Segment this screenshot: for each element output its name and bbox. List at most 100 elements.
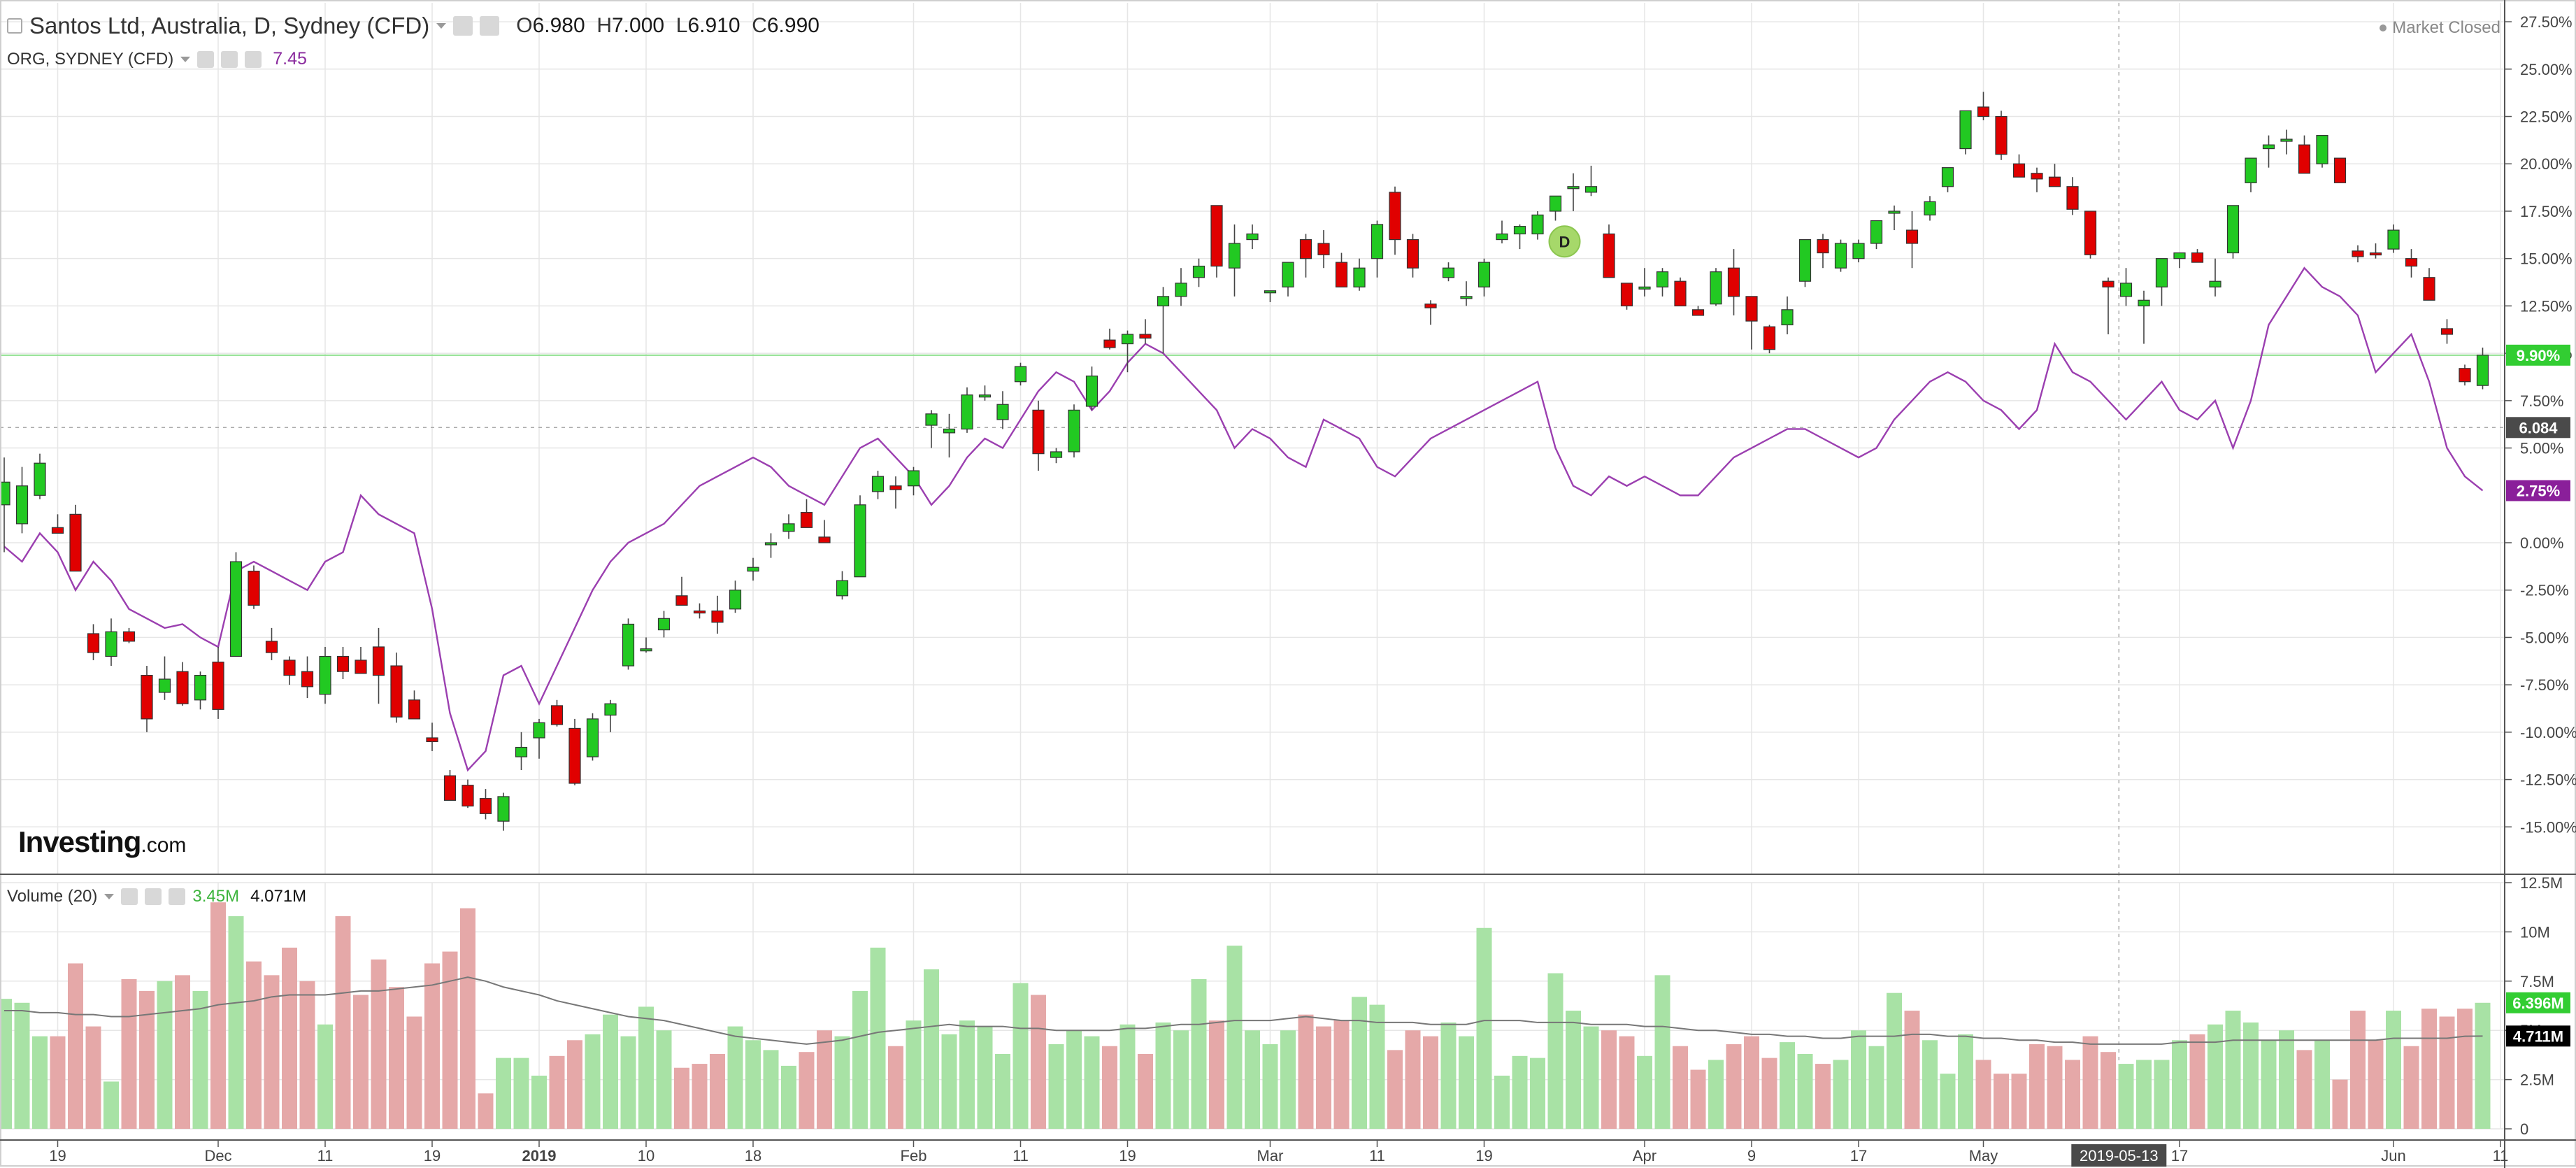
eye-icon[interactable] bbox=[453, 16, 473, 36]
candle bbox=[2155, 258, 2168, 306]
y-tick-label: 15.00% bbox=[2520, 250, 2573, 268]
candle-body bbox=[426, 737, 438, 742]
gear-icon[interactable] bbox=[221, 50, 238, 68]
volume-bar bbox=[2457, 1009, 2473, 1129]
candle-body bbox=[229, 561, 243, 657]
volume-bar bbox=[2296, 1050, 2312, 1129]
candle-body bbox=[2066, 186, 2079, 210]
ohlc-low-value: 6.910 bbox=[687, 14, 740, 37]
volume-bar bbox=[1922, 1040, 1938, 1129]
candle-body bbox=[176, 671, 189, 704]
candle bbox=[2048, 164, 2061, 187]
candle bbox=[2245, 157, 2257, 192]
v-tick-label: 7.5M bbox=[2520, 973, 2554, 990]
event-marker-label: D bbox=[1559, 233, 1570, 250]
ohlc-high-key: H bbox=[596, 14, 612, 37]
volume-bar bbox=[745, 1040, 761, 1129]
eye-icon[interactable] bbox=[121, 888, 138, 905]
candle bbox=[1139, 319, 1152, 344]
volume-bar bbox=[1316, 1026, 1331, 1129]
volume-label[interactable]: Volume (20) bbox=[7, 887, 98, 906]
volume-bar bbox=[2172, 1040, 2187, 1129]
x-tick-label: 17 bbox=[1850, 1147, 1867, 1165]
candle bbox=[141, 666, 153, 732]
candle-body bbox=[2440, 328, 2454, 335]
candle bbox=[1085, 366, 1099, 411]
candle bbox=[586, 713, 599, 761]
x-tick-label: 11 bbox=[317, 1147, 334, 1165]
volume-bar bbox=[1280, 1030, 1296, 1129]
candle-body bbox=[1477, 262, 1491, 287]
event-marker[interactable]: D bbox=[1548, 225, 1581, 258]
candle-body bbox=[2119, 283, 2133, 297]
volume-bar bbox=[1673, 1046, 1688, 1129]
candle-body bbox=[1353, 267, 1366, 287]
volume-bar bbox=[727, 1026, 743, 1129]
close-icon[interactable] bbox=[169, 888, 186, 905]
y-tick-label: 5.00% bbox=[2520, 440, 2563, 457]
candle-body bbox=[1745, 296, 1758, 322]
chevron-down-icon[interactable] bbox=[104, 894, 115, 899]
candle bbox=[336, 646, 350, 680]
candle bbox=[1870, 220, 1883, 250]
candle-body bbox=[2423, 277, 2435, 301]
candle-body bbox=[657, 618, 671, 631]
volume-bar bbox=[2225, 1011, 2241, 1129]
volume-bar bbox=[799, 1052, 815, 1129]
candle-body bbox=[265, 641, 278, 653]
candle bbox=[1959, 110, 1972, 155]
candle bbox=[1924, 196, 1936, 221]
volume-bar bbox=[1262, 1044, 1278, 1129]
ohlc-open-key: O bbox=[516, 14, 533, 37]
candle bbox=[1674, 277, 1687, 306]
volume-bar bbox=[1601, 1030, 1617, 1129]
volume-bar bbox=[549, 1055, 565, 1129]
time-axis[interactable]: 19 Dec 11 19 2019 10 18 Feb 11 19 Mar 11 19 Apr 9 17 May… bbox=[49, 1140, 2508, 1165]
volume-bar bbox=[1726, 1044, 1742, 1129]
volume-bar bbox=[2332, 1079, 2348, 1129]
volume-bar bbox=[1583, 1026, 1599, 1129]
x-tick-label: 10 bbox=[638, 1147, 654, 1165]
candle-body bbox=[871, 476, 885, 492]
candle-body bbox=[1691, 309, 1705, 316]
ohlc-open-value: 6.980 bbox=[532, 14, 585, 37]
close-icon[interactable] bbox=[245, 50, 262, 68]
gear-icon[interactable] bbox=[145, 888, 162, 905]
volume-bar bbox=[2403, 1046, 2419, 1129]
candle bbox=[355, 646, 367, 674]
ohlc-close-key: C bbox=[752, 14, 767, 37]
volume-bar bbox=[870, 947, 886, 1129]
volume-bar bbox=[1761, 1057, 1777, 1129]
chevron-down-icon[interactable] bbox=[180, 56, 191, 62]
volume-bar bbox=[192, 990, 208, 1129]
volume-ma-series bbox=[4, 976, 2483, 1045]
collapse-icon[interactable] bbox=[7, 18, 22, 34]
y-tick-label: -7.50% bbox=[2520, 676, 2569, 694]
eye-icon[interactable] bbox=[197, 50, 215, 68]
chevron-down-icon[interactable] bbox=[436, 23, 447, 29]
candle bbox=[2298, 135, 2311, 174]
candle bbox=[1638, 268, 1651, 297]
candle bbox=[1941, 167, 1954, 192]
x-tick-label: 11 bbox=[1369, 1147, 1385, 1165]
symbol-title[interactable]: Santos Ltd, Australia, D, Sydney (CFD) bbox=[29, 13, 430, 38]
gear-icon[interactable] bbox=[480, 16, 500, 36]
candle bbox=[1103, 328, 1116, 350]
candle bbox=[800, 499, 813, 528]
candle-body bbox=[2048, 176, 2061, 187]
volume-bar bbox=[424, 963, 440, 1129]
candle-body bbox=[408, 699, 421, 720]
candle bbox=[2262, 135, 2275, 168]
volume-bar bbox=[1031, 995, 1046, 1129]
candle bbox=[1371, 220, 1384, 278]
candle-body bbox=[1210, 205, 1223, 267]
candle-body bbox=[764, 542, 778, 546]
candles[interactable] bbox=[0, 92, 2489, 831]
compare-symbol[interactable]: ORG, SYDNEY (CFD) bbox=[7, 49, 174, 69]
ohlc-high-value: 7.000 bbox=[612, 14, 665, 37]
candle-body bbox=[319, 655, 331, 695]
compare-series bbox=[3, 266, 2484, 772]
